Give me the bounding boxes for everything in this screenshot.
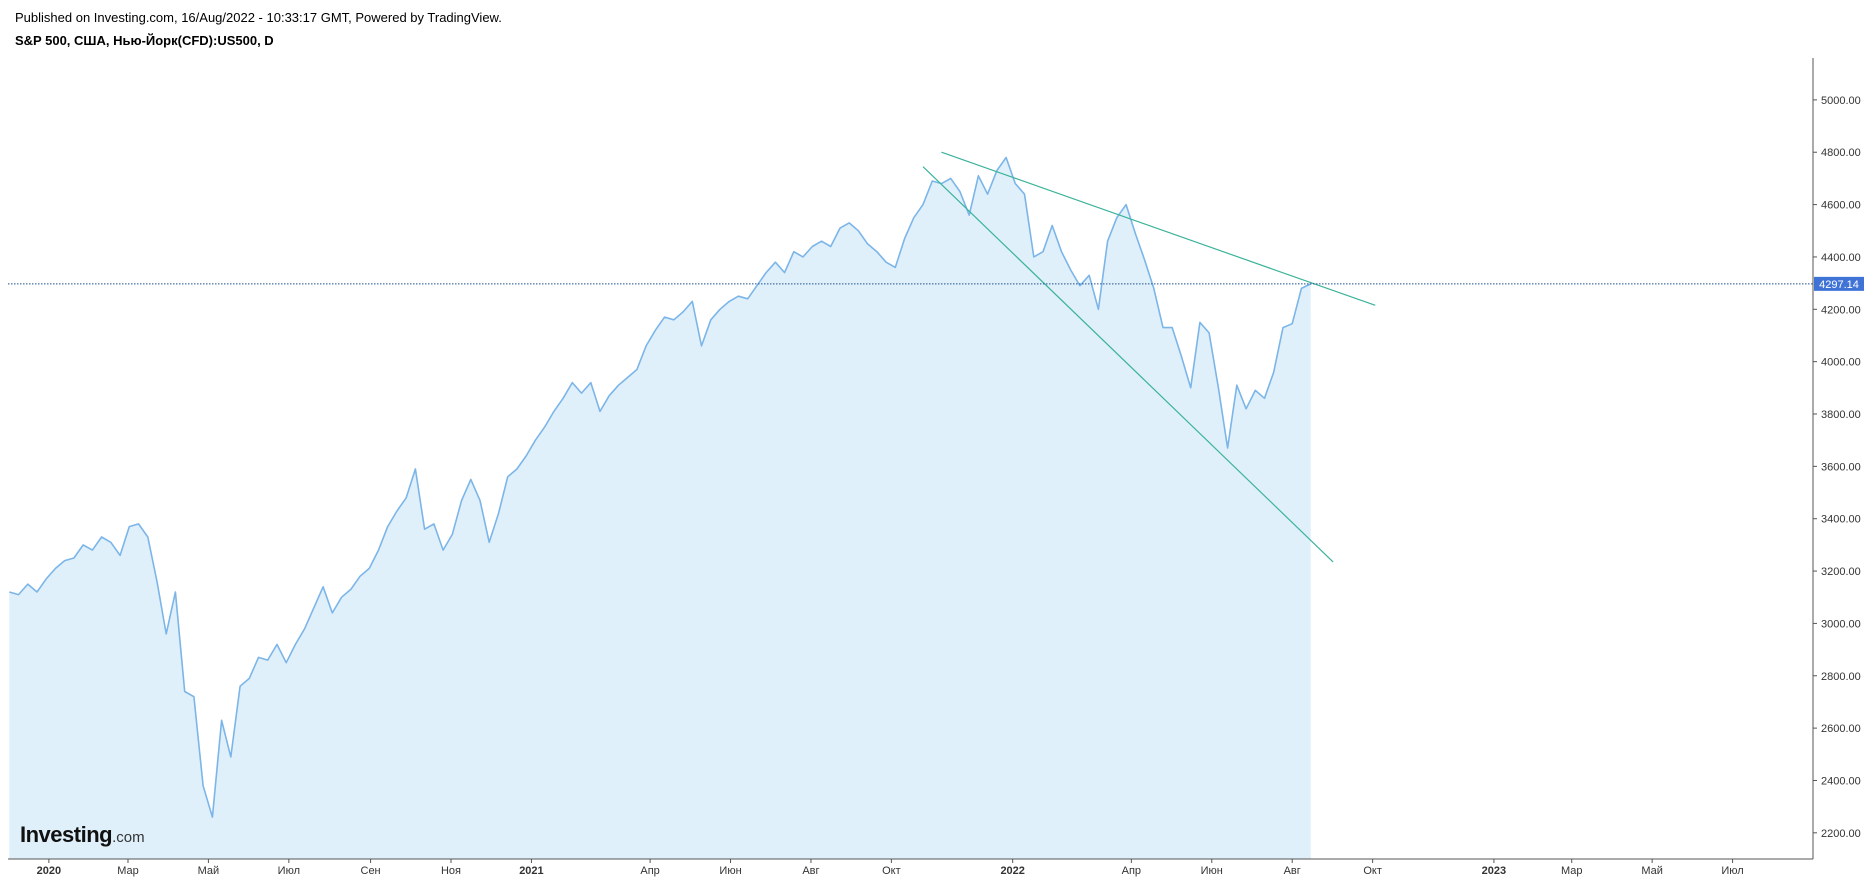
logo-brand: Investing (20, 822, 113, 847)
x-tick-label: Апр (640, 865, 659, 877)
x-tick-label: 2022 (1000, 865, 1024, 877)
x-tick-label: Июн (719, 865, 741, 877)
trendline-2 (922, 166, 1334, 563)
y-tick-label: 3400.00 (1821, 514, 1861, 526)
x-tick-label: Май (198, 865, 220, 877)
logo-domain: .com (112, 829, 145, 846)
x-tick-label: 2023 (1482, 865, 1506, 877)
published-caption: Published on Investing.com, 16/Aug/2022 … (15, 10, 502, 25)
x-tick-label: Окт (882, 865, 901, 877)
y-tick-label: 2600.00 (1821, 723, 1861, 735)
x-tick-label: Июн (1201, 865, 1223, 877)
x-tick-label: 2021 (519, 865, 543, 877)
y-tick-label: 2200.00 (1821, 828, 1861, 840)
y-tick-label: 2400.00 (1821, 775, 1861, 787)
x-tick-label: Ноя (441, 865, 461, 877)
x-tick-label: Апр (1122, 865, 1141, 877)
plot-area[interactable] (8, 151, 1813, 859)
instrument-title: S&P 500, США, Нью-Йорк(CFD):US500, D (15, 33, 274, 48)
series-line (9, 156, 1312, 818)
x-tick-label: Июл (1721, 865, 1743, 877)
x-tick-label: Июл (278, 865, 300, 877)
y-tick-label: 4400.00 (1821, 252, 1861, 264)
series-area-fill (9, 157, 1311, 859)
y-tick-label: 3800.00 (1821, 409, 1861, 421)
x-tick-label: Май (1641, 865, 1663, 877)
x-tick-label: Окт (1363, 865, 1382, 877)
x-tick-label: Сен (361, 865, 381, 877)
x-tick-label: Авг (802, 865, 819, 877)
trendline-1 (941, 151, 1376, 306)
last-price-badge (1814, 276, 1864, 291)
y-tick-label: 2800.00 (1821, 671, 1861, 683)
y-tick-label: 4600.00 (1821, 200, 1861, 212)
axes: 2200.00 2400.00 2600.00 2800.00 3000.00 3200.… (8, 58, 1864, 877)
y-tick-label: 3000.00 (1821, 618, 1861, 630)
y-tick-label: 3200.00 (1821, 566, 1861, 578)
y-tick-label: 4800.00 (1821, 147, 1861, 159)
y-tick-label: 4000.00 (1821, 357, 1861, 369)
y-tick-label: 4200.00 (1821, 304, 1861, 316)
last-price-label: 4297.14 (1819, 279, 1859, 291)
x-tick-label: 2020 (37, 865, 61, 877)
y-tick-label: 3600.00 (1821, 461, 1861, 473)
y-tick-label: 5000.00 (1821, 95, 1861, 107)
x-tick-label: Мар (117, 865, 139, 877)
x-tick-label: Авг (1284, 865, 1301, 877)
investing-logo: Investing.com (20, 822, 145, 848)
x-tick-label: Мар (1561, 865, 1583, 877)
